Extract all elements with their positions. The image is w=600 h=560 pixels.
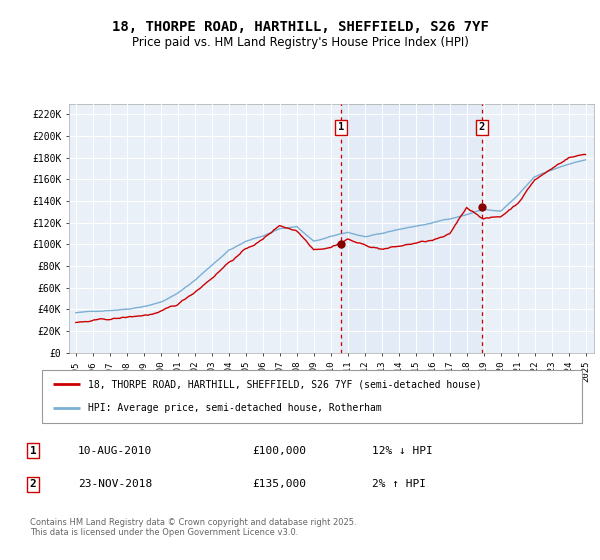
Text: 2: 2 [479,123,485,132]
Text: £135,000: £135,000 [252,479,306,489]
Text: 18, THORPE ROAD, HARTHILL, SHEFFIELD, S26 7YF: 18, THORPE ROAD, HARTHILL, SHEFFIELD, S2… [112,20,488,34]
Text: HPI: Average price, semi-detached house, Rotherham: HPI: Average price, semi-detached house,… [88,403,382,413]
Text: 10-AUG-2010: 10-AUG-2010 [78,446,152,456]
Text: 2: 2 [29,479,37,489]
Text: 1: 1 [338,123,344,132]
FancyBboxPatch shape [42,370,582,423]
Text: Price paid vs. HM Land Registry's House Price Index (HPI): Price paid vs. HM Land Registry's House … [131,36,469,49]
Text: 2% ↑ HPI: 2% ↑ HPI [372,479,426,489]
Text: 12% ↓ HPI: 12% ↓ HPI [372,446,433,456]
Text: £100,000: £100,000 [252,446,306,456]
Text: Contains HM Land Registry data © Crown copyright and database right 2025.
This d: Contains HM Land Registry data © Crown c… [30,518,356,538]
Bar [341,104,482,353]
Text: 23-NOV-2018: 23-NOV-2018 [78,479,152,489]
Text: 1: 1 [29,446,37,456]
Text: 18, THORPE ROAD, HARTHILL, SHEFFIELD, S26 7YF (semi-detached house): 18, THORPE ROAD, HARTHILL, SHEFFIELD, S2… [88,380,482,390]
